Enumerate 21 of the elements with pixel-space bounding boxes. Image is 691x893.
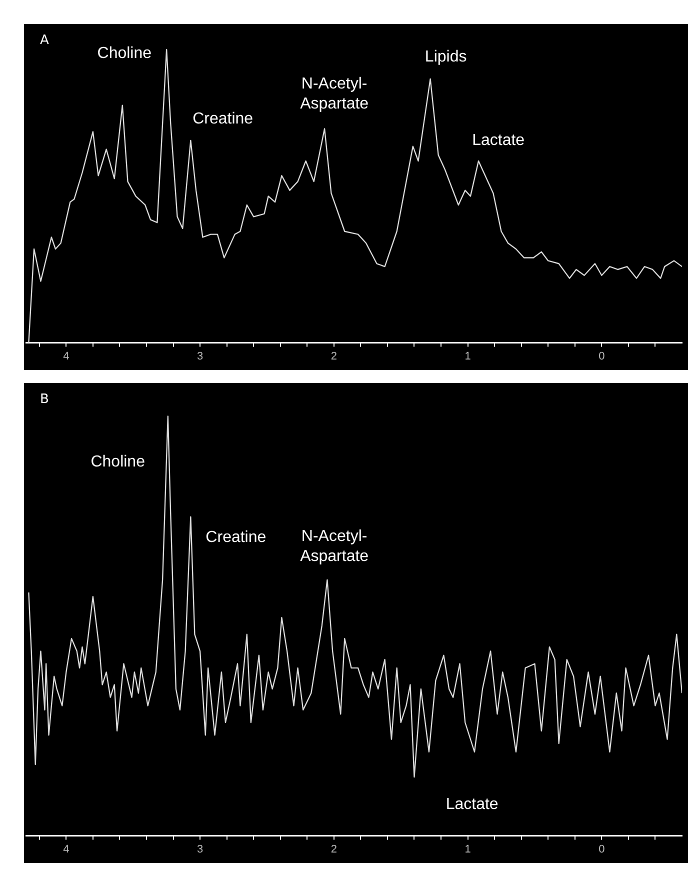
x-tick-label: 4 — [63, 350, 70, 362]
annotation: Lipids — [424, 48, 467, 66]
x-tick-label: 0 — [598, 843, 605, 856]
annotation: N-Acetyl- Aspartate — [300, 76, 369, 113]
annotation: N-Acetyl- Aspartate — [300, 528, 369, 566]
x-tick-label: 1 — [464, 843, 471, 856]
annotation: Lactate — [446, 796, 498, 814]
x-tick-label: 3 — [196, 350, 204, 362]
annotation: Choline — [97, 45, 152, 62]
x-tick-label: 1 — [464, 350, 471, 362]
x-tick-label: 4 — [63, 843, 70, 856]
chart-title: A — [40, 32, 49, 48]
x-tick-label: 3 — [196, 843, 204, 856]
x-tick-label: 2 — [330, 843, 337, 856]
annotation: Creatine — [206, 529, 266, 546]
x-tick-label: 0 — [598, 350, 605, 362]
annotation: Choline — [90, 454, 146, 471]
x-tick-label: 2 — [330, 350, 337, 362]
annotation: Creatine — [192, 110, 254, 128]
annotation: Lactate — [472, 132, 525, 150]
chart-title: B — [40, 392, 49, 407]
